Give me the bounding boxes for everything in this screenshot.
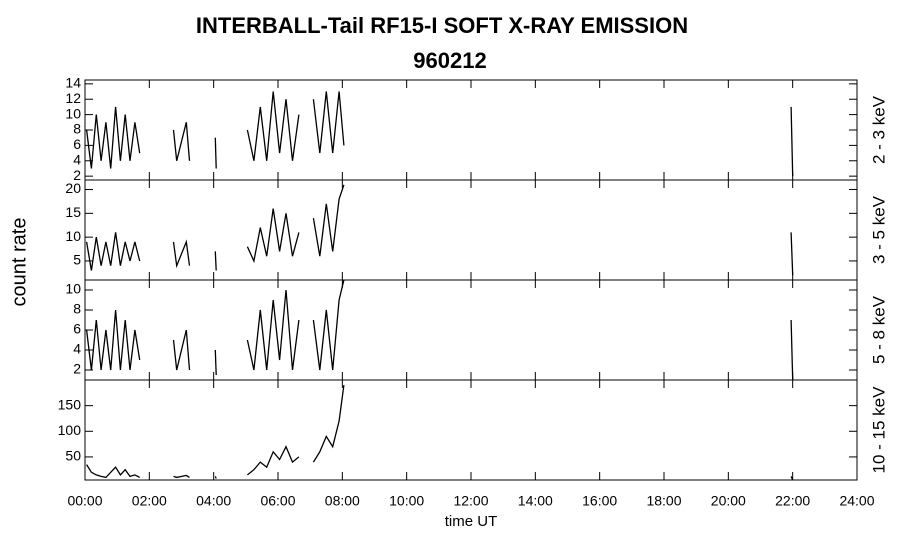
data-line	[214, 251, 217, 271]
x-tick-label: 22:00	[775, 493, 810, 509]
data-line	[790, 319, 794, 381]
data-line	[85, 106, 141, 169]
y-tick-label: 4	[73, 151, 81, 167]
x-tick-label: 04:00	[196, 493, 231, 509]
data-line	[172, 239, 191, 269]
data-line	[86, 464, 141, 479]
x-tick-label: 10:00	[389, 493, 424, 509]
data-line	[246, 208, 300, 264]
x-tick-label: 18:00	[646, 493, 681, 509]
panel-label: 3 - 5 keV	[869, 195, 888, 264]
data-line	[246, 445, 300, 476]
data-line	[312, 184, 345, 257]
data-line	[85, 232, 141, 271]
y-tick-label: 15	[65, 204, 81, 220]
data-line	[85, 309, 141, 371]
y-tick-label: 100	[58, 422, 82, 438]
y-axis-label: count rate	[8, 218, 30, 307]
x-tick-label: 14:00	[518, 493, 553, 509]
x-axis-label: time UT	[445, 513, 498, 530]
panel-label: 5 - 8 keV	[869, 295, 888, 364]
y-tick-label: 4	[73, 341, 81, 357]
y-tick-label: 12	[65, 90, 81, 106]
panel-label: 2 - 3 keV	[869, 95, 888, 164]
panel-label: 10 - 15 keV	[869, 386, 888, 474]
y-tick-label: 2	[73, 361, 81, 377]
y-tick-label: 10	[65, 281, 81, 297]
chart-subtitle: 960212	[413, 48, 486, 73]
y-tick-label: 50	[65, 448, 81, 464]
x-tick-label: 20:00	[711, 493, 746, 509]
data-line	[214, 137, 217, 169]
data-line	[790, 476, 794, 481]
x-tick-label: 08:00	[325, 493, 360, 509]
data-line	[246, 289, 300, 371]
y-tick-label: 8	[73, 301, 81, 317]
data-line	[214, 476, 217, 479]
y-tick-label: 150	[58, 396, 82, 412]
data-line	[214, 349, 217, 376]
panel-frame	[84, 279, 858, 381]
y-tick-label: 10	[65, 105, 81, 121]
x-tick-label: 16:00	[582, 493, 617, 509]
x-tick-label: 24:00	[839, 493, 874, 509]
y-tick-label: 14	[65, 75, 81, 91]
x-tick-label: 12:00	[453, 493, 488, 509]
y-tick-label: 6	[73, 321, 81, 337]
data-line	[790, 232, 794, 276]
data-line	[312, 385, 345, 463]
y-tick-label: 8	[73, 121, 81, 137]
data-line	[172, 329, 191, 371]
data-line	[246, 91, 300, 161]
y-tick-label: 6	[73, 136, 81, 152]
data-line	[312, 279, 345, 371]
data-line	[173, 474, 190, 479]
data-line	[790, 106, 794, 177]
data-line	[172, 122, 191, 161]
x-tick-label: 00:00	[67, 493, 102, 509]
chart-title: INTERBALL-Tail RF15-I SOFT X-RAY EMISSIO…	[196, 13, 688, 38]
panel-frame	[84, 79, 858, 181]
x-tick-label: 06:00	[260, 493, 295, 509]
y-tick-label: 2	[73, 167, 81, 183]
y-tick-label: 20	[65, 180, 81, 196]
panel-frame	[84, 179, 858, 281]
panel-frame	[84, 379, 858, 481]
y-tick-label: 5	[73, 252, 81, 268]
x-tick-label: 02:00	[132, 493, 167, 509]
data-line	[312, 91, 345, 154]
y-tick-label: 10	[65, 228, 81, 244]
